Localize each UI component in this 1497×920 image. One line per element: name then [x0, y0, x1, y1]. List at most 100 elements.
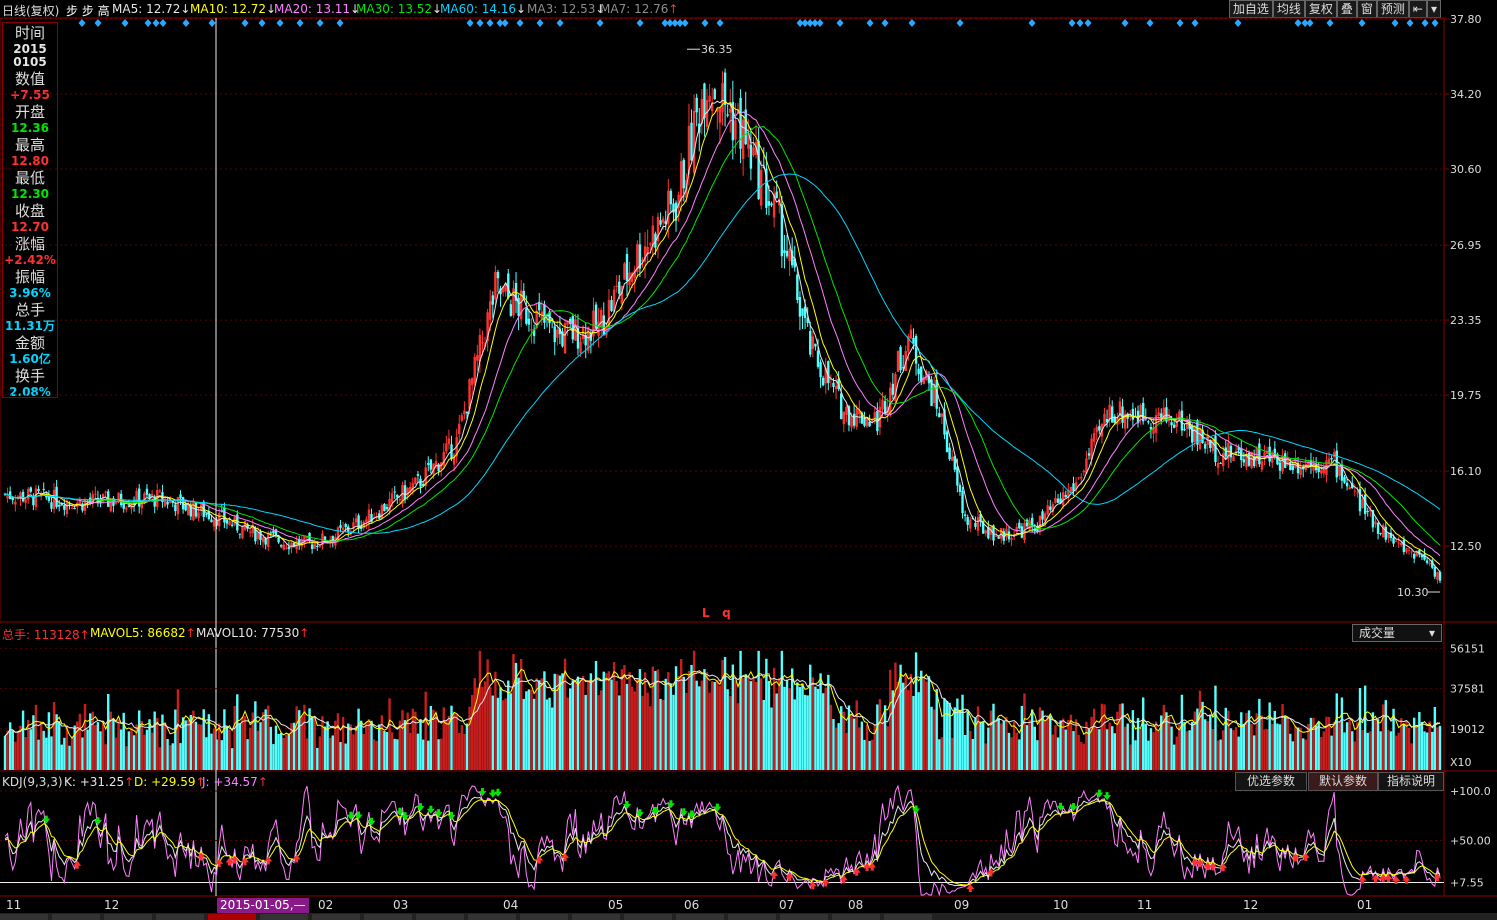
volume-bar: [514, 662, 518, 770]
volume-bar: [1330, 735, 1333, 770]
diamond-marker: [1326, 19, 1334, 27]
volume-bar: [1023, 693, 1026, 770]
volume-bar: [362, 733, 365, 770]
candle: [896, 350, 900, 372]
candle: [1018, 519, 1021, 530]
bottom-tab[interactable]: [312, 914, 360, 920]
bottom-tab[interactable]: [260, 914, 308, 920]
volume-bar: [561, 673, 564, 770]
volume-bar: [1206, 721, 1209, 770]
volume-bar: [130, 727, 133, 770]
candle: [486, 308, 489, 352]
diamond-marker: [1068, 19, 1076, 27]
candle: [1134, 407, 1137, 418]
volume-bar: [618, 695, 621, 770]
buy-arrow-icon: [561, 852, 570, 861]
volume-bar: [125, 746, 128, 770]
candle: [553, 322, 556, 356]
bottom-tab[interactable]: [416, 914, 464, 920]
bottom-tab[interactable]: [468, 914, 516, 920]
info-label-9: 金额: [14, 334, 45, 352]
candle: [1118, 397, 1122, 425]
volume-bar: [1020, 705, 1024, 770]
diamond-marker: [501, 19, 509, 27]
bottom-tab[interactable]: [0, 914, 48, 920]
bottom-tab[interactable]: [624, 914, 672, 920]
sell-arrow-icon: [42, 815, 51, 824]
overlay-button[interactable]: 叠: [1336, 0, 1357, 18]
candle: [1358, 481, 1362, 516]
volume-bar: [1196, 708, 1199, 770]
volume-bar: [1431, 731, 1434, 770]
buy-arrow-icon: [535, 855, 544, 864]
bottom-tab[interactable]: [156, 914, 204, 920]
volume-bar: [372, 739, 376, 770]
buy-arrow-icon: [1402, 875, 1411, 884]
vol-arrow: ↑: [185, 626, 196, 640]
sell-arrow-icon: [426, 805, 435, 814]
candle: [416, 471, 420, 483]
volume-bar: [855, 700, 858, 770]
candle: [1240, 439, 1243, 468]
bottom-tab[interactable]: [832, 914, 880, 920]
volume-bar: [636, 678, 639, 770]
volume-bar: [692, 650, 696, 770]
candle: [452, 452, 456, 472]
bottom-tab[interactable]: [520, 914, 568, 920]
volume-bar: [545, 699, 549, 770]
candle: [736, 103, 740, 114]
bottom-tab[interactable]: [364, 914, 412, 920]
period-label[interactable]: 日线(复权): [2, 4, 60, 18]
bottom-tab[interactable]: [52, 914, 100, 920]
volume-bar: [50, 736, 53, 770]
bottom-tab[interactable]: [884, 914, 932, 920]
candle: [891, 372, 895, 400]
volume-bar: [1436, 727, 1439, 770]
volume-bar: [166, 738, 169, 770]
volume-bar: [1193, 711, 1197, 770]
bottom-tab[interactable]: [104, 914, 152, 920]
bottom-tab[interactable]: [676, 914, 724, 920]
volume-bar: [865, 724, 869, 770]
volume-bar: [65, 725, 69, 770]
volume-bar: [1054, 725, 1057, 770]
bottom-tab[interactable]: [572, 914, 620, 920]
buy-arrow-icon: [1392, 876, 1401, 885]
y-tick-label: 19.75: [1450, 389, 1482, 402]
volume-bar: [378, 724, 381, 770]
volume-bar: [971, 738, 975, 770]
vol-tick-label: 37581: [1450, 683, 1485, 696]
x-month-label: 07: [779, 898, 795, 912]
ma-button[interactable]: 均线: [1272, 0, 1305, 18]
indicator-dropdown[interactable]: 成交量 ▾: [1352, 624, 1442, 642]
add-watchlist-button[interactable]: 加自选: [1228, 0, 1273, 18]
kdj-button-1[interactable]: 默认参数: [1308, 772, 1378, 791]
kdj-button-2[interactable]: 指标说明: [1378, 772, 1444, 791]
forecast-button[interactable]: 预测: [1376, 0, 1409, 18]
window-button[interactable]: 窗: [1356, 0, 1377, 18]
volume-bar: [718, 685, 722, 770]
bottom-tab[interactable]: [728, 914, 776, 920]
candle: [42, 482, 45, 495]
volume-bar: [70, 736, 74, 770]
volume-bar: [860, 721, 864, 770]
kdj-arrow: ↑: [124, 775, 135, 789]
candle: [1345, 477, 1349, 491]
volume-bar: [1234, 727, 1238, 770]
candle: [1423, 548, 1426, 561]
bottom-tab[interactable]: [780, 914, 828, 920]
signal-marks: L q: [702, 606, 731, 620]
sell-arrow-icon: [354, 811, 363, 820]
kdj-arrow: ↑: [257, 775, 268, 789]
candle: [741, 115, 745, 176]
kdj-button-0[interactable]: 优选参数: [1235, 772, 1307, 791]
volume-bar: [393, 738, 396, 770]
bottom-tab-strip[interactable]: [0, 913, 1497, 920]
candle: [52, 483, 56, 514]
ma-value: 12.72: [142, 2, 181, 16]
candle: [357, 513, 360, 534]
volume-bar: [731, 664, 735, 770]
candle: [710, 87, 714, 117]
bottom-tab[interactable]: [208, 914, 256, 920]
